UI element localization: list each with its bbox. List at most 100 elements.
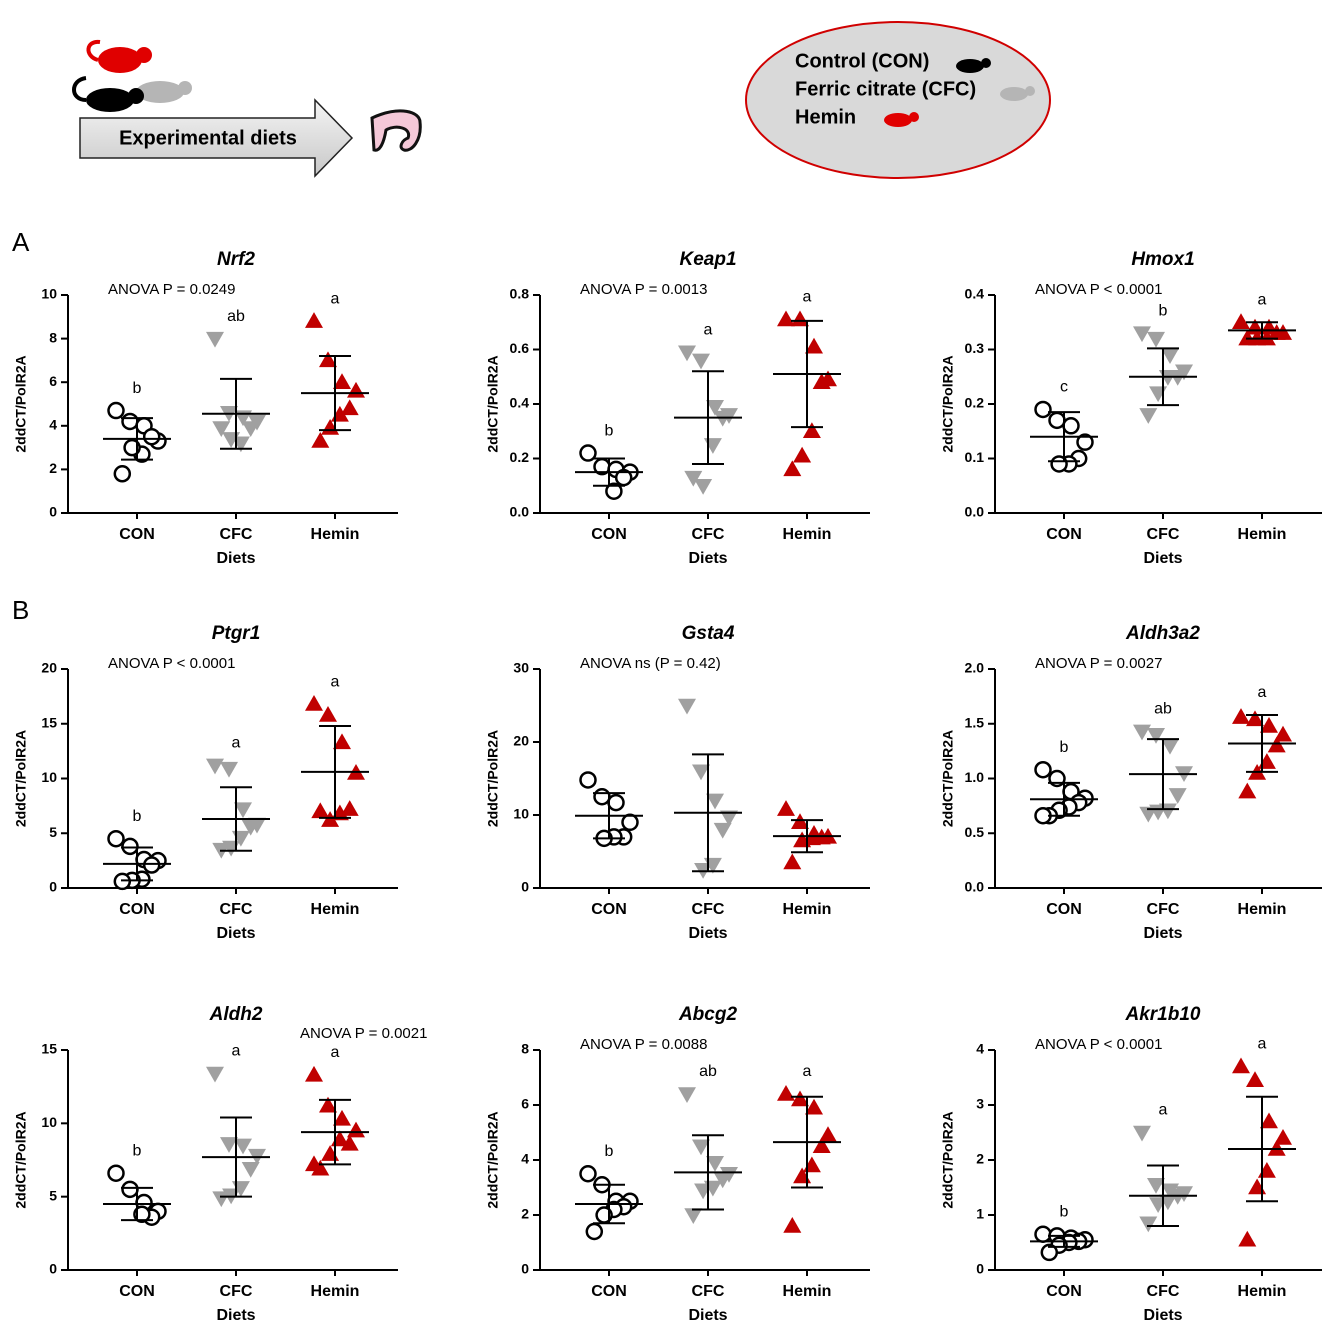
annotation: ANOVA P = 0.0013 (580, 281, 707, 298)
x-tick-label: CFC (1147, 526, 1180, 543)
y-tick-label: 1.5 (965, 714, 985, 730)
y-axis-label: 2ddCT/PolR2A (940, 730, 956, 827)
data-point (1232, 708, 1250, 724)
mouse-icons (74, 42, 192, 112)
y-tick-label: 20 (41, 660, 57, 676)
data-point (115, 874, 130, 889)
y-tick-label: 0.0 (965, 504, 985, 520)
legend: Control (CON) Ferric citrate (CFC) Hemin (746, 22, 1050, 178)
significance-letter: a (704, 321, 713, 338)
y-tick-label: 0.0 (510, 504, 530, 520)
data-point (714, 823, 732, 839)
y-tick-label: 1.0 (965, 769, 985, 785)
data-point (123, 1182, 138, 1197)
data-point (1036, 402, 1051, 417)
chart-title: Akr1b10 (1125, 1004, 1201, 1025)
y-tick-label: 2 (521, 1206, 529, 1222)
data-point (1238, 1231, 1256, 1247)
x-tick-label: Hemin (783, 901, 832, 918)
arrow-label: Experimental diets (119, 127, 297, 149)
data-point (777, 800, 795, 816)
y-tick-label: 0 (49, 504, 57, 520)
y-tick-label: 2 (976, 1151, 984, 1167)
annotation: ANOVA P < 0.0001 (1035, 1036, 1162, 1053)
y-tick-label: 5 (49, 1187, 57, 1203)
y-axis-label: 2ddCT/PolR2A (940, 1111, 956, 1208)
annotation: ANOVA P = 0.0021 (300, 1025, 427, 1042)
data-point (1149, 386, 1167, 402)
y-tick-label: 0.5 (965, 824, 985, 840)
y-tick-label: 2 (49, 460, 57, 476)
data-point (1248, 1179, 1266, 1195)
data-point (115, 466, 130, 481)
chart-title: Hmox1 (1131, 249, 1194, 270)
significance-letter: b (1060, 1203, 1069, 1220)
x-tick-label: Hemin (1238, 1283, 1287, 1300)
data-point (1064, 418, 1079, 433)
data-point (678, 1087, 696, 1103)
chart-title: Gsta4 (682, 623, 735, 644)
y-tick-label: 5 (49, 824, 57, 840)
x-tick-label: Hemin (1238, 901, 1287, 918)
significance-letter: a (232, 1043, 241, 1060)
panel-label: A (12, 227, 30, 257)
data-point (587, 1224, 602, 1239)
y-tick-label: 0 (521, 1261, 529, 1277)
chart: Hmox1ANOVA P < 0.00010.00.10.20.30.42ddC… (940, 249, 1322, 567)
data-point (206, 332, 224, 348)
legend-label: Ferric citrate (CFC) (795, 78, 976, 100)
data-point (123, 839, 138, 854)
panel-label: B (12, 595, 29, 625)
x-tick-label: Hemin (783, 1283, 832, 1300)
significance-letter: ab (699, 1063, 717, 1080)
data-point (684, 1208, 702, 1224)
x-tick-label: CON (1046, 1283, 1082, 1300)
x-tick-label: CFC (692, 901, 725, 918)
chart: Ptgr1ANOVA P < 0.0001051015202ddCT/PolR2… (13, 623, 398, 942)
y-tick-label: 3 (976, 1096, 984, 1112)
data-point (595, 789, 610, 804)
y-tick-label: 0 (49, 879, 57, 895)
data-point (1133, 326, 1151, 342)
x-axis-label: Diets (216, 550, 255, 567)
data-point (1036, 1227, 1051, 1242)
y-tick-label: 0 (976, 1261, 984, 1277)
y-tick-label: 15 (41, 714, 57, 730)
x-tick-label: CON (591, 526, 627, 543)
annotation: ANOVA P = 0.0088 (580, 1036, 707, 1053)
x-axis-label: Diets (688, 550, 727, 567)
significance-letter: b (133, 380, 142, 397)
data-point (242, 1162, 260, 1178)
x-tick-label: CFC (220, 526, 253, 543)
x-tick-label: CFC (1147, 1283, 1180, 1300)
significance-letter: a (803, 289, 812, 306)
data-point (581, 1166, 596, 1181)
data-point (1139, 408, 1157, 424)
data-point (109, 403, 124, 418)
significance-letter: c (1060, 379, 1068, 396)
data-point (1133, 1126, 1151, 1142)
data-point (678, 345, 696, 361)
y-tick-label: 0.4 (510, 395, 530, 411)
data-point (678, 699, 696, 715)
data-point (1036, 762, 1051, 777)
data-point (305, 695, 323, 711)
data-point (803, 1157, 821, 1173)
data-point (1169, 788, 1187, 804)
x-tick-label: CFC (692, 1283, 725, 1300)
y-tick-label: 4 (49, 417, 57, 433)
significance-letter: b (605, 1143, 614, 1160)
data-point (692, 354, 710, 370)
y-tick-label: 10 (41, 769, 57, 785)
data-point (783, 853, 801, 869)
chart-title: Keap1 (679, 249, 736, 270)
significance-letter: b (1159, 302, 1168, 319)
x-tick-label: Hemin (311, 901, 360, 918)
intestine-icon (372, 111, 420, 150)
x-axis-label: Diets (1143, 1307, 1182, 1324)
significance-letter: b (605, 422, 614, 439)
y-tick-label: 0.1 (965, 449, 985, 465)
data-point (704, 438, 722, 454)
data-point (109, 831, 124, 846)
data-point (1246, 1071, 1264, 1087)
